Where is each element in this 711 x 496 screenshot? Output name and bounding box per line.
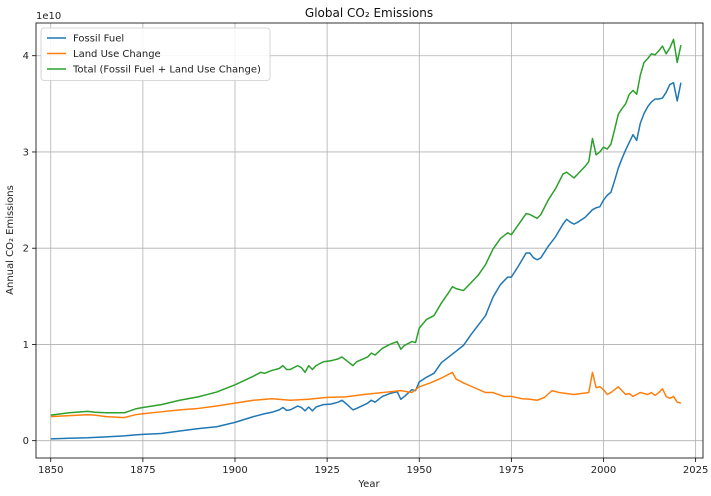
y-axis-label: Annual CO₂ Emissions: [5, 185, 16, 295]
series-layer: [50, 38, 682, 440]
y-tick-label: 0: [23, 436, 29, 447]
legend-box: [40, 27, 271, 81]
x-tick-label: 1925: [314, 465, 339, 476]
x-tick-label: 2025: [683, 465, 708, 476]
y-axis: 0 1 2 3 4: [23, 51, 36, 447]
legend-entry: Fossil Fuel: [73, 34, 124, 45]
y-tick-label: 4: [23, 51, 29, 62]
legend-entry: Total (Fossil Fuel + Land Use Change): [72, 65, 261, 76]
x-tick-label: 1875: [130, 465, 155, 476]
legend-entry: Land Use Change: [73, 49, 161, 60]
x-tick-label: 1900: [222, 465, 247, 476]
x-tick-label: 2000: [591, 465, 616, 476]
y-tick-label: 1: [23, 340, 29, 351]
chart-title: Global CO₂ Emissions: [305, 6, 433, 20]
series-line-1: [50, 81, 682, 440]
y-axis-offset-label: 1e10: [36, 11, 61, 22]
legend: Fossil Fuel Land Use Change Total (Fossil …: [40, 27, 271, 81]
y-tick-label: 2: [23, 244, 29, 255]
x-axis: 1850 1875 1900 1925 1950 1975 2000 2025: [38, 458, 708, 476]
series-line-3: [50, 38, 682, 416]
y-tick-label: 3: [23, 147, 29, 158]
x-tick-label: 1850: [38, 465, 63, 476]
x-tick-label: 1950: [407, 465, 432, 476]
x-tick-label: 1975: [499, 465, 524, 476]
x-axis-label: Year: [357, 479, 380, 490]
grid-layer: [36, 23, 703, 458]
series-line-2: [50, 371, 682, 419]
plot-frame: [35, 22, 704, 459]
